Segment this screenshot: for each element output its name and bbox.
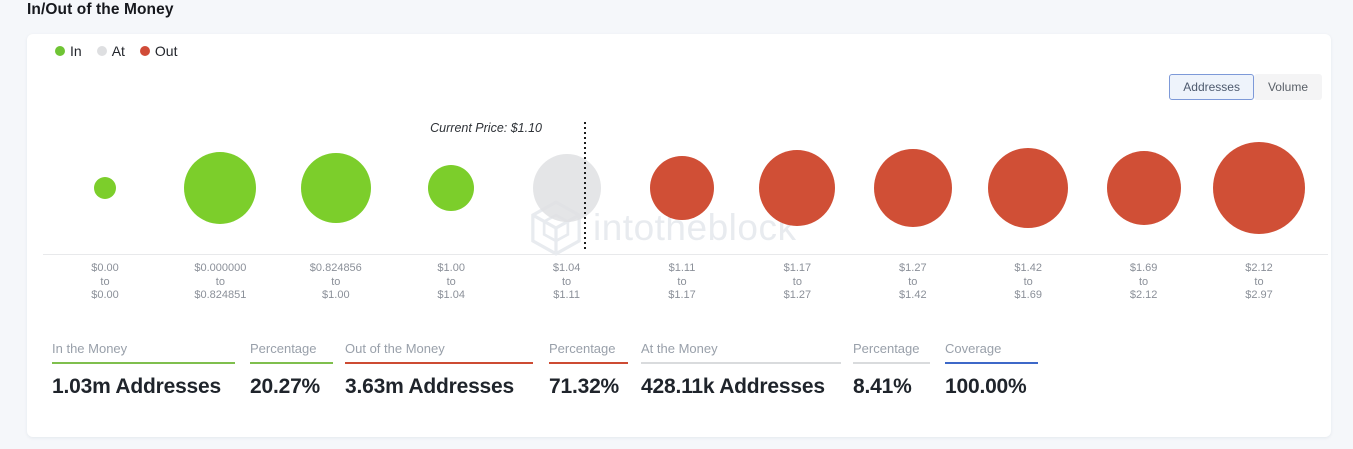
current-price-dotted-line: [584, 122, 586, 250]
x-tick-label: $0.824856 to $1.00: [276, 262, 396, 303]
tick-range-from: $0.000000: [194, 262, 247, 274]
tick-range-separator: to: [215, 275, 225, 288]
stat-label: Coverage: [945, 341, 1038, 364]
x-tick-label: $1.17 to $1.27: [737, 262, 857, 303]
tick-range-separator: to: [100, 275, 110, 288]
tick-range-to: $0.824851: [194, 289, 247, 301]
stat-value: 3.63m Addresses: [345, 375, 514, 398]
x-tick-label: $1.69 to $2.12: [1084, 262, 1204, 303]
tick-range-to: $1.00: [322, 289, 350, 301]
legend-item-at[interactable]: At: [96, 43, 125, 59]
tick-range-to: $2.12: [1129, 289, 1158, 301]
stat-label: Percentage: [853, 341, 930, 364]
in-out-money-card: In At Out Addresses Volume Current Price: $…: [27, 34, 1331, 437]
toggle-addresses-button[interactable]: Addresses: [1169, 74, 1254, 100]
tick-range-separator: to: [1254, 275, 1264, 288]
x-tick-label: $1.11 to $1.17: [622, 262, 742, 303]
tick-range-from: $0.824856: [309, 262, 362, 274]
tick-range-separator: to: [446, 275, 456, 288]
x-tick-label: $0.00 to $0.00: [45, 262, 165, 303]
stat-percentage: Percentage 71.32%: [549, 341, 628, 399]
legend-dot-out-icon: [139, 46, 150, 56]
metric-toggle-group: Addresses Volume: [1169, 74, 1322, 100]
x-tick-label: $1.04 to $1.11: [507, 262, 627, 303]
x-tick-label: $1.42 to $1.69: [968, 262, 1088, 303]
tick-range-separator: to: [908, 275, 918, 288]
tick-range-from: $1.11: [668, 262, 696, 274]
tick-range-to: $1.27: [783, 289, 812, 301]
tick-range-from: $2.12: [1245, 262, 1273, 274]
stat-in-the-money: In the Money 1.03m Addresses: [52, 341, 235, 399]
legend-label: Out: [154, 43, 178, 59]
bubble-in-$0.00-$0.00[interactable]: [94, 177, 116, 199]
bubble-out-$1.27-$1.42[interactable]: [873, 149, 952, 227]
tick-range-to: $1.17: [668, 289, 696, 301]
toggle-volume-button[interactable]: Volume: [1253, 74, 1322, 100]
stat-value: 20.27%: [250, 375, 321, 398]
stat-out-of-the-money: Out of the Money 3.63m Addresses: [345, 341, 533, 399]
bubble-in-$1.00-$1.04[interactable]: [428, 165, 475, 211]
tick-range-from: $1.17: [783, 262, 812, 274]
tick-range-to: $1.69: [1014, 289, 1042, 301]
x-axis-line: [43, 254, 1328, 255]
tick-range-to: $1.04: [437, 289, 465, 301]
bubble-in-$0.824856-$1.00[interactable]: [300, 153, 371, 223]
stat-label: Percentage: [250, 341, 333, 364]
bubble-out-$1.17-$1.27[interactable]: [759, 150, 836, 226]
stat-percentage: Percentage 8.41%: [853, 341, 930, 399]
tick-range-from: $1.69: [1129, 262, 1158, 274]
legend-dot-at-icon: [96, 46, 107, 56]
tick-range-to: $2.97: [1245, 289, 1273, 301]
stat-percentage: Percentage 20.27%: [250, 341, 333, 399]
stat-coverage: Coverage 100.00%: [945, 341, 1038, 399]
tick-range-separator: to: [792, 275, 802, 288]
tick-range-from: $1.00: [437, 262, 465, 274]
stat-label: In the Money: [52, 341, 235, 364]
stat-value: 8.41%: [853, 375, 912, 398]
bubble-in-$0.000000-$0.824851[interactable]: [184, 152, 257, 224]
bubble-out-$1.11-$1.17[interactable]: [650, 156, 714, 220]
x-tick-label: $2.12 to $2.97: [1199, 262, 1319, 303]
legend-label: In: [70, 43, 82, 59]
x-tick-label: $0.000000 to $0.824851: [160, 262, 280, 303]
stat-value: 100.00%: [945, 375, 1027, 398]
legend-item-in[interactable]: In: [55, 43, 82, 59]
legend-label: At: [111, 43, 125, 59]
bubble-out-$1.42-$1.69[interactable]: [988, 148, 1069, 228]
legend-item-out[interactable]: Out: [139, 43, 178, 59]
bubble-out-$2.12-$2.97[interactable]: [1213, 142, 1305, 234]
tick-range-separator: to: [1023, 275, 1033, 288]
x-tick-label: $1.00 to $1.04: [391, 262, 511, 303]
tick-range-from: $0.00: [91, 262, 119, 274]
legend-dot-in-icon: [55, 46, 65, 56]
tick-range-separator: to: [1139, 275, 1149, 288]
current-price-label: Current Price: $1.10: [430, 121, 542, 135]
tick-range-from: $1.27: [899, 262, 927, 274]
tick-range-to: $1.11: [553, 289, 580, 301]
bubble-at-$1.04-$1.11[interactable]: [532, 154, 601, 222]
x-tick-label: $1.27 to $1.42: [853, 262, 973, 303]
page-title: In/Out of the Money: [27, 1, 174, 18]
stat-label: Out of the Money: [345, 341, 533, 364]
stat-label: At the Money: [641, 341, 841, 364]
tick-range-to: $1.42: [899, 289, 927, 301]
tick-range-from: $1.04: [552, 262, 581, 274]
chart-legend: In At Out: [55, 43, 178, 59]
stat-value: 1.03m Addresses: [52, 375, 221, 398]
stat-value: 71.32%: [549, 375, 620, 398]
bubble-out-$1.69-$2.12[interactable]: [1106, 151, 1181, 225]
stat-at-the-money: At the Money 428.11k Addresses: [641, 341, 841, 399]
stat-value: 428.11k Addresses: [641, 375, 825, 398]
tick-range-from: $1.42: [1014, 262, 1042, 274]
tick-range-to: $0.00: [91, 289, 119, 301]
tick-range-separator: to: [677, 275, 687, 288]
stat-label: Percentage: [549, 341, 628, 364]
tick-range-separator: to: [562, 275, 572, 288]
tick-range-separator: to: [331, 275, 341, 288]
